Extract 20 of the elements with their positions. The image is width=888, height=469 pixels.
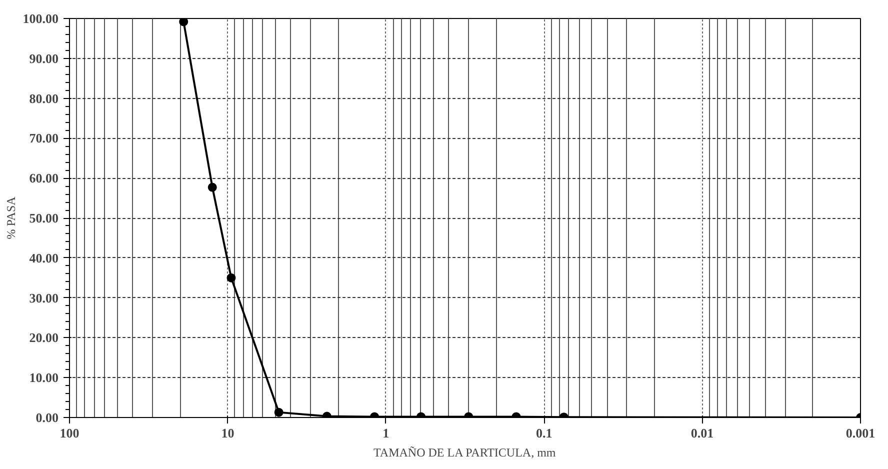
y-tick-label: 20.00 [29, 330, 58, 346]
y-tick-label: 70.00 [29, 130, 58, 146]
x-tick-label: 1 [382, 426, 390, 440]
x-tick-label: 0.1 [536, 426, 552, 440]
y-tick-label: 40.00 [29, 250, 58, 266]
y-tick-label: 90.00 [29, 50, 58, 66]
y-tick-label: 0.00 [36, 410, 58, 425]
x-axis-title: TAMAÑO DE LA PARTICULA, mm [374, 446, 556, 460]
y-tick-label: 80.00 [29, 90, 58, 106]
y-tick-label: 50.00 [29, 210, 58, 226]
x-tick-label: 10 [221, 426, 234, 440]
x-tick-label: 0.01 [690, 426, 714, 440]
x-tick-label: 100 [60, 426, 80, 440]
point [226, 273, 236, 282]
y-tick-label: 60.00 [29, 170, 58, 186]
y-tick-label: 30.00 [29, 290, 58, 306]
y-tick-label: 10.00 [29, 370, 58, 386]
x-tick-label: 0.001 [846, 426, 876, 440]
y-axis-title: % PASA [4, 196, 18, 240]
y-tick-label: 100.00 [22, 11, 58, 26]
